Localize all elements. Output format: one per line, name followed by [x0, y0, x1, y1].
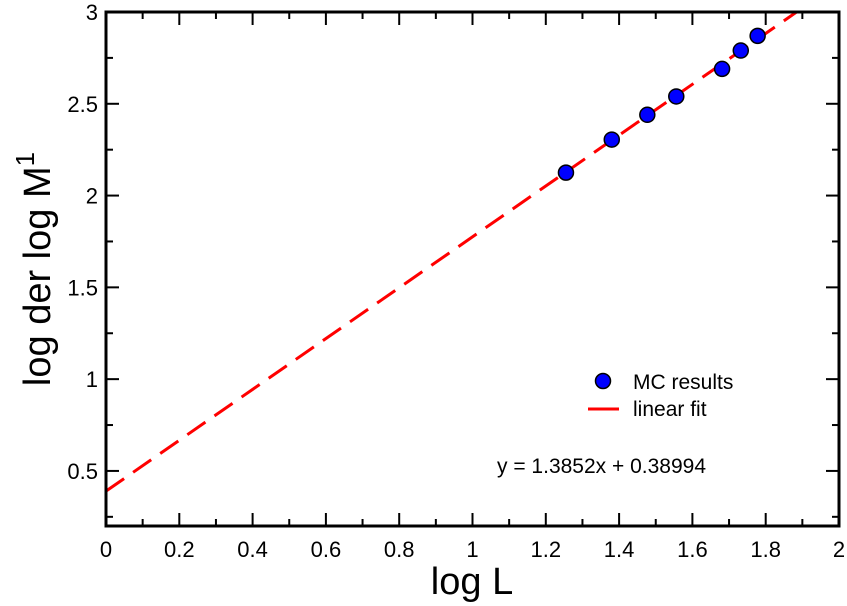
y-tick-label: 1	[86, 367, 98, 392]
data-point	[749, 27, 766, 45]
x-tick-label: 1.2	[531, 537, 562, 562]
x-tick-label: 0.2	[164, 537, 195, 562]
x-tick-label: 0	[100, 537, 112, 562]
legend: MC results linear fit	[588, 371, 733, 421]
x-tick-label: 0.4	[237, 537, 268, 562]
legend-label-fit: linear fit	[633, 398, 707, 421]
y-tick-label: 1.5	[67, 275, 98, 300]
x-tick-label: 1	[466, 537, 478, 562]
data-point	[668, 88, 685, 105]
y-tick-label: 2	[86, 184, 98, 209]
y-axis-title-superscript: 1	[10, 152, 40, 166]
x-axis-title: log L	[431, 561, 513, 603]
legend-label-mc: MC results	[633, 371, 733, 394]
y-tick-label: 3	[86, 0, 98, 25]
data-point	[557, 164, 575, 181]
fit-line	[106, 12, 800, 493]
data-point	[713, 60, 731, 78]
y-tick-label: 0.5	[67, 459, 98, 484]
y-axis-title-main: log der log M	[17, 166, 59, 386]
legend-marker-mc	[594, 372, 612, 390]
data-point	[639, 106, 656, 124]
plot-frame	[104, 10, 841, 528]
y-axis-title: log der log M1	[10, 152, 59, 386]
x-tick-label: 2	[833, 537, 845, 562]
x-tick-label: 0.8	[384, 537, 415, 562]
x-tick-label: 1.6	[677, 537, 708, 562]
x-tick-label: 1.4	[604, 537, 635, 562]
data-point	[603, 131, 621, 148]
x-tick-label: 1.8	[750, 537, 781, 562]
data-point	[732, 42, 750, 59]
y-tick-label: 2.5	[67, 92, 98, 117]
fit-equation-annotation: y = 1.3852x + 0.38994	[497, 455, 706, 478]
x-tick-label: 0.6	[311, 537, 342, 562]
